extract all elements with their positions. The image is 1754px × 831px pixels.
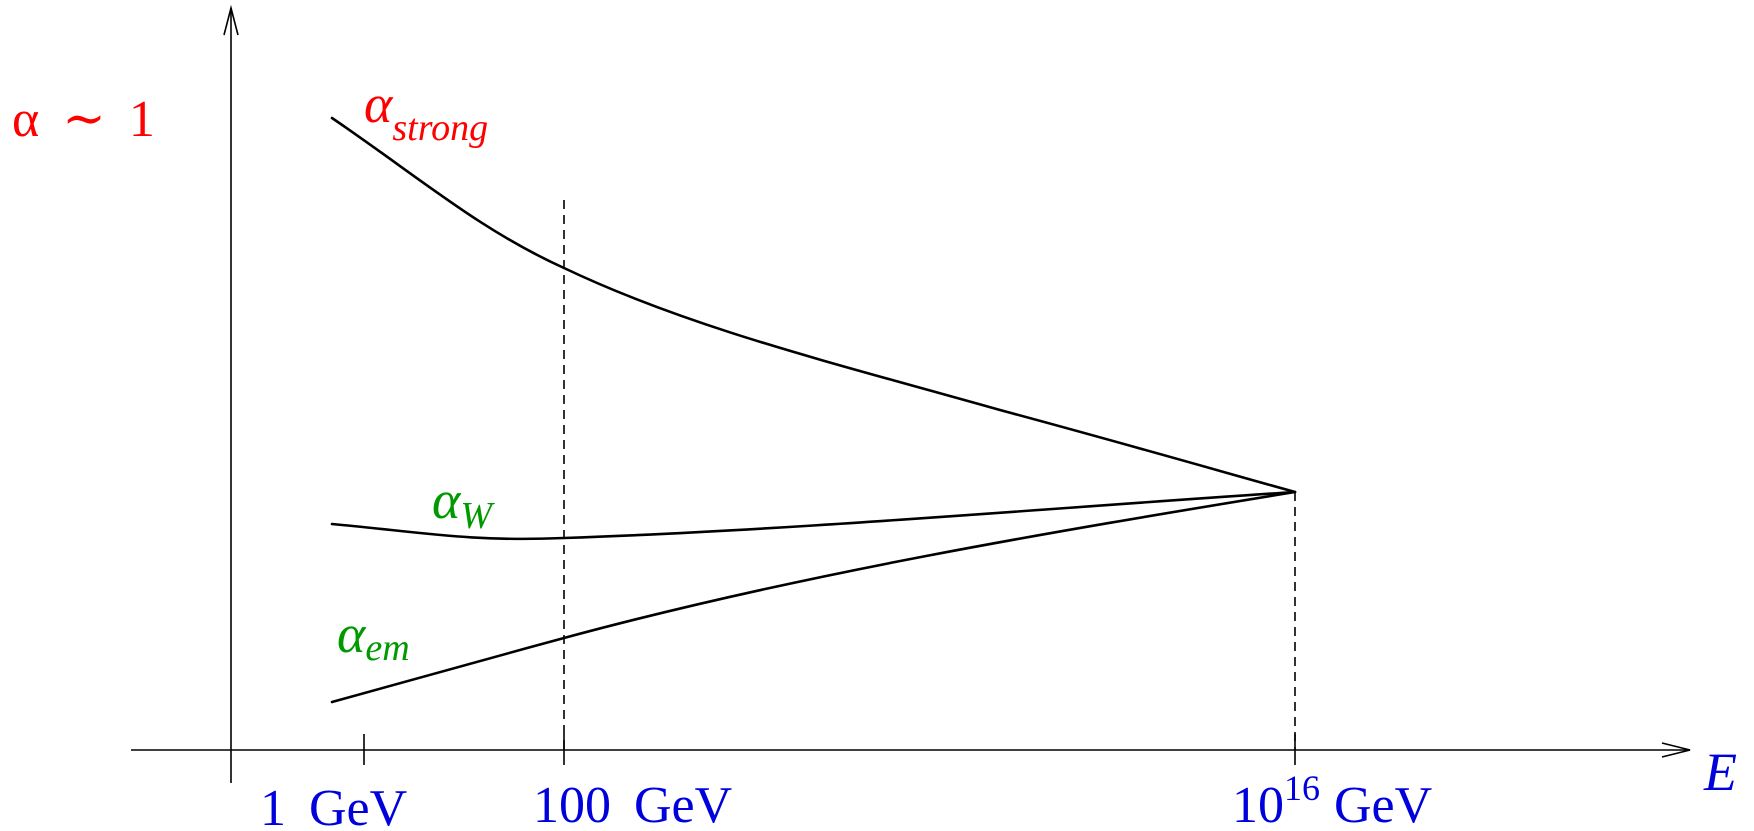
weak-symbol: α <box>432 470 462 530</box>
tick-label-1e16-gev-unit: GeV <box>1334 777 1432 831</box>
em-symbol: α <box>337 604 367 664</box>
y-label-relation: ∼ <box>62 91 106 148</box>
y-axis-label: α ∼ 1 <box>12 91 155 148</box>
weak-coupling-label: αW <box>432 470 495 537</box>
strong-coupling-label: αstrong <box>364 74 488 149</box>
tick-label-1e16-gev-exponent: 16 <box>1284 768 1320 808</box>
tick-label-100-gev: 100 GeV <box>533 777 732 831</box>
tick-label-1e16-gev-mantissa: 10 <box>1232 777 1284 831</box>
em-coupling-label: αem <box>337 604 410 669</box>
em-subscript: em <box>365 627 409 669</box>
tick-label-1e16-gev: 1016 GeV <box>1232 768 1432 831</box>
tick-label-100-gev-unit: GeV <box>634 777 732 831</box>
weak-subscript: W <box>460 495 495 537</box>
strong-symbol: α <box>364 74 394 134</box>
x-axis-label: E <box>1703 742 1737 802</box>
y-label-symbol: α <box>12 91 39 148</box>
tick-label-1-gev-mantissa: 1 <box>260 780 286 831</box>
horizontal-axis <box>131 742 1691 758</box>
tick-label-1-gev: 1 GeV <box>260 780 407 831</box>
tick-label-1-gev-unit: GeV <box>309 780 407 831</box>
vertical-axis <box>223 4 239 783</box>
y-label-value: 1 <box>129 91 155 148</box>
tick-label-100-gev-mantissa: 100 <box>533 777 611 831</box>
strong-subscript: strong <box>392 107 488 149</box>
em-coupling-curve <box>330 490 1297 704</box>
strong-coupling-curve <box>330 116 1297 494</box>
weak-coupling-curve <box>330 490 1297 541</box>
